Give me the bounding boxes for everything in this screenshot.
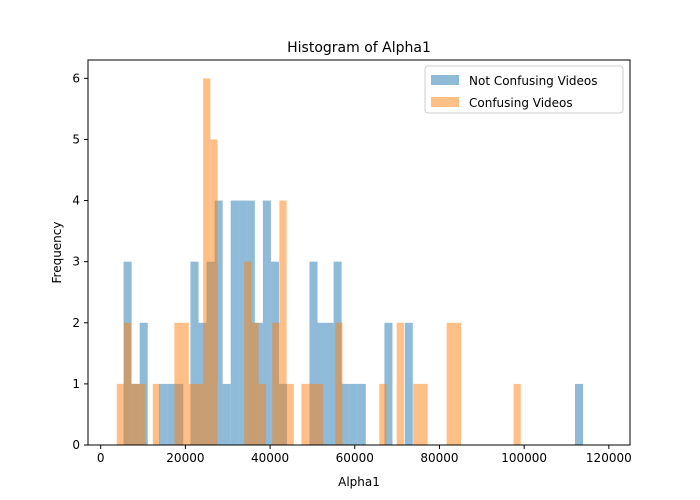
histogram-bar (315, 383, 324, 445)
y-axis: 0 1 2 3 4 5 6 (72, 71, 88, 452)
histogram-bar (159, 383, 168, 445)
legend-box (424, 65, 624, 114)
histogram-bar (262, 200, 271, 445)
series-1 (116, 78, 521, 445)
histogram-bar (272, 322, 280, 445)
legend: Not Confusing Videos Confusing Videos (424, 65, 624, 114)
histogram-bar (513, 383, 521, 445)
y-axis-label: Frequency (50, 222, 64, 284)
histogram-bar (190, 261, 199, 445)
histogram-bar (446, 322, 454, 445)
histogram-bar (420, 383, 428, 445)
y-tick-label: 5 (72, 132, 80, 146)
histogram-bar (335, 322, 343, 445)
y-tick-label: 6 (72, 71, 80, 85)
histogram-bar (210, 139, 218, 445)
histogram-bar (258, 383, 266, 445)
x-tick-label: 40000 (251, 451, 289, 465)
x-tick-label: 120000 (586, 451, 632, 465)
histogram-bar (349, 383, 358, 445)
histogram-bar (203, 78, 211, 445)
x-tick-label: 60000 (336, 451, 374, 465)
y-tick-label: 2 (72, 316, 80, 330)
histogram-bar (188, 383, 196, 445)
histogram-bar (309, 261, 318, 445)
histogram-bar (279, 200, 287, 445)
legend-label: Confusing Videos (469, 96, 573, 110)
y-tick-label: 4 (72, 194, 80, 208)
histogram-bar (152, 383, 160, 445)
histogram-bar (222, 383, 231, 445)
legend-label: Not Confusing Videos (469, 74, 598, 88)
histogram-bar (138, 383, 146, 445)
histogram-bar (404, 322, 413, 445)
x-tick-label: 20000 (166, 451, 204, 465)
histogram-bar (244, 261, 252, 445)
histogram-bar (341, 383, 350, 445)
histogram-bar (174, 322, 182, 445)
y-tick-label: 0 (72, 438, 80, 452)
histogram-bar (379, 383, 387, 445)
histogram-bar (357, 383, 366, 445)
histogram-bar (131, 383, 139, 445)
histogram-bar (167, 383, 176, 445)
histogram-bar (195, 383, 204, 445)
x-tick-label: 100000 (501, 451, 547, 465)
histogram-bar (325, 322, 334, 445)
histogram-bar (214, 200, 223, 445)
histogram-bar (286, 383, 294, 445)
histogram-bar (574, 383, 583, 445)
axes-frame (87, 59, 631, 446)
histogram-bar (251, 322, 259, 445)
histogram-bar (396, 322, 404, 445)
x-axis: 0 20000 40000 60000 80000 100000 120000 (97, 445, 632, 465)
x-tick-label: 80000 (420, 451, 458, 465)
plot-area (116, 78, 583, 445)
histogram-bar (123, 322, 132, 445)
x-tick-label: 0 (97, 451, 105, 465)
histogram-bar (116, 383, 124, 445)
y-tick-label: 1 (72, 377, 80, 391)
histogram-bar (301, 383, 309, 445)
histogram-bar (308, 383, 316, 445)
y-tick-label: 3 (72, 255, 80, 269)
histogram-bar (238, 200, 247, 445)
x-axis-label: Alpha1 (338, 475, 380, 489)
histogram-bar (413, 383, 421, 445)
histogram-bar (453, 322, 462, 445)
legend-swatch (431, 97, 459, 107)
histogram-bar (181, 322, 189, 445)
legend-swatch (431, 75, 459, 85)
histogram-bar (230, 200, 239, 445)
histogram-bar (384, 322, 393, 445)
chart-title: Histogram of Alpha1 (287, 40, 431, 56)
